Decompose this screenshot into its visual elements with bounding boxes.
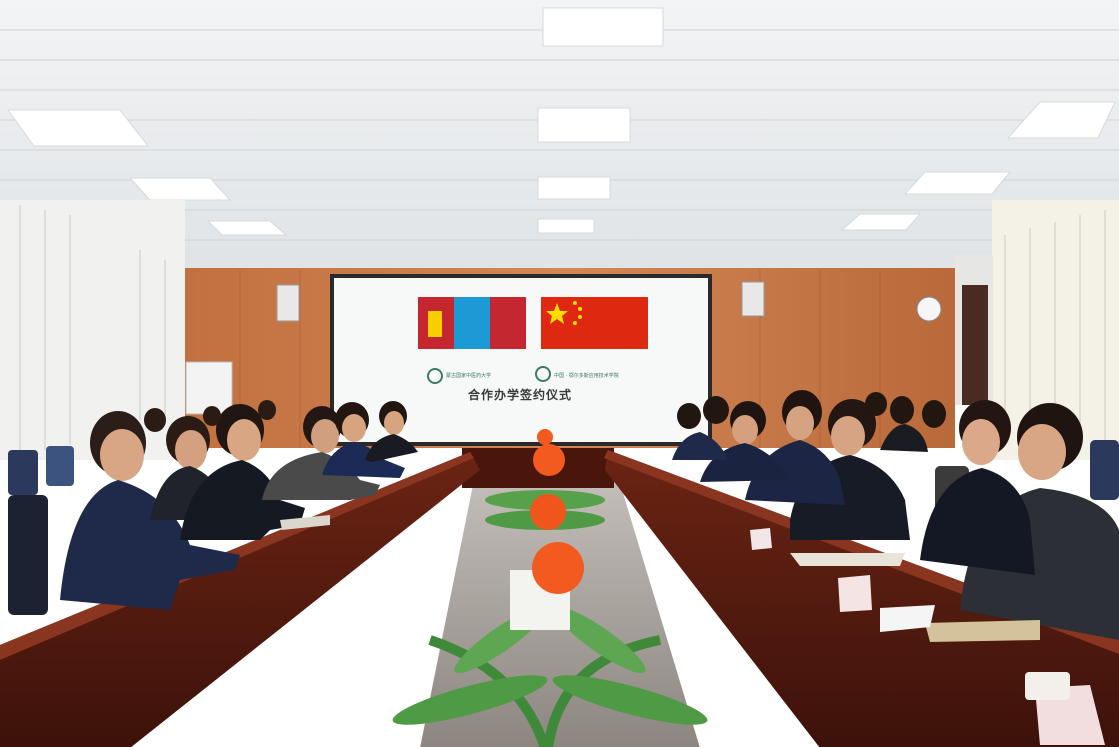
right-university-logo bbox=[535, 366, 551, 382]
centerpiece-plant bbox=[392, 429, 708, 747]
left-delegation bbox=[60, 400, 418, 610]
ceiling-lights bbox=[7, 7, 1116, 236]
left-conference-table bbox=[0, 452, 480, 747]
screen-title: 合作办学签约仪式 bbox=[467, 388, 572, 402]
china-flag bbox=[541, 297, 648, 349]
right-speaker bbox=[741, 281, 765, 317]
left-logo-label: 蒙古国家中医药大学 bbox=[446, 373, 492, 379]
left-speaker bbox=[276, 284, 300, 322]
right-logo-label: 中国 · 鄂尔多斯应用技术学院 bbox=[554, 373, 619, 379]
right-delegation bbox=[672, 390, 1119, 640]
left-university-logo bbox=[427, 368, 443, 384]
left-chairs bbox=[8, 446, 74, 615]
wall-clock bbox=[916, 296, 942, 322]
mongolia-flag bbox=[418, 297, 526, 349]
table-items bbox=[280, 515, 1105, 745]
air-conditioner bbox=[185, 361, 233, 415]
